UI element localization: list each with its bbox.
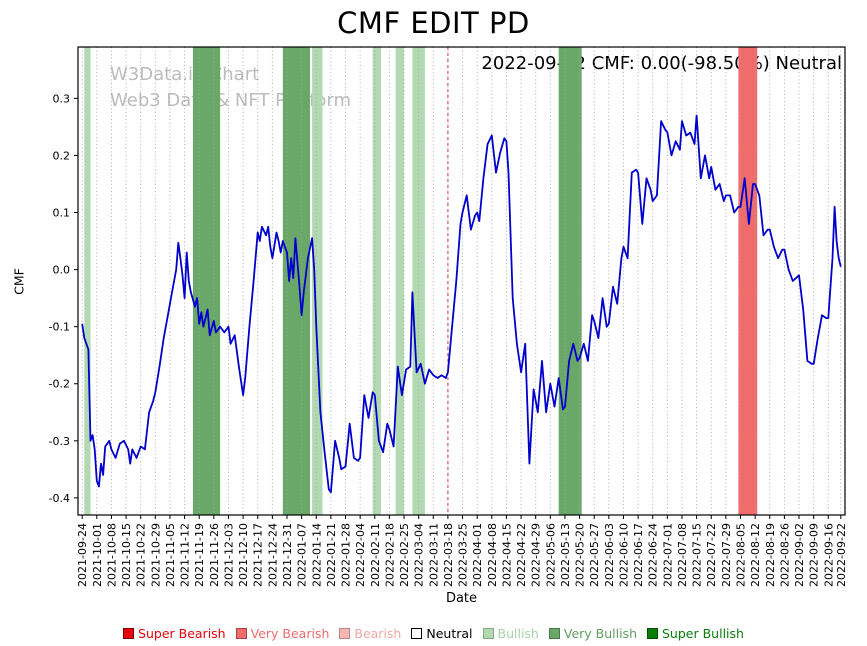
y-tick-label: 0.0 [53, 264, 71, 277]
x-tick-label: 2022-06-03 [603, 523, 616, 587]
x-tick-label: 2022-09-16 [822, 523, 835, 587]
x-tick-label: 2021-10-22 [135, 523, 148, 587]
legend-swatch [548, 628, 560, 639]
x-tick-label: 2021-11-12 [179, 523, 192, 587]
watermark-line1: W3Data.io Chart [110, 64, 260, 85]
x-tick-label: 2022-06-10 [617, 523, 630, 587]
x-tick-label: 2022-08-05 [735, 523, 748, 587]
x-tick-label: 2022-03-04 [413, 523, 426, 587]
band-bullish [312, 47, 323, 515]
x-tick-label: 2022-03-18 [442, 523, 455, 587]
x-tick-label: 2022-05-06 [544, 523, 557, 587]
legend-swatch [411, 628, 423, 639]
legend-label: Very Bearish [250, 626, 330, 641]
x-tick-label: 2022-01-07 [296, 523, 309, 587]
band-bullish [84, 47, 91, 515]
x-tick-label: 2022-04-22 [515, 523, 528, 587]
legend-item-super-bullish: Super Bullish [647, 626, 744, 641]
x-tick-label: 2022-04-08 [486, 523, 499, 587]
x-tick-label: 2021-11-26 [208, 523, 221, 587]
legend-label: Bullish [497, 626, 539, 641]
x-tick-label: 2022-04-29 [530, 523, 543, 587]
x-tick-label: 2022-06-24 [647, 523, 660, 587]
y-tick-label: -0.4 [49, 492, 70, 505]
y-axis-label: CMF [11, 268, 27, 295]
x-tick-label: 2021-10-29 [149, 523, 162, 587]
x-tick-label: 2022-05-27 [588, 523, 601, 587]
legend-item-bullish: Bullish [482, 626, 539, 641]
y-tick-label: -0.2 [49, 378, 70, 391]
legend-label: Super Bearish [138, 626, 226, 641]
x-tick-label: 2021-11-05 [164, 523, 177, 587]
band-very_bullish [558, 47, 582, 515]
x-tick-label: 2022-07-08 [676, 523, 689, 587]
band-bullish [395, 47, 405, 515]
x-tick-label: 2022-09-09 [808, 523, 821, 587]
x-tick-label: 2021-09-24 [76, 523, 89, 587]
legend-label: Very Bullish [563, 626, 637, 641]
x-tick-label: 2022-09-22 [835, 523, 848, 587]
legend-item-very-bearish: Very Bearish [235, 626, 330, 641]
legend-item-super-bearish: Super Bearish [123, 626, 226, 641]
x-tick-label: 2022-04-01 [471, 523, 484, 587]
x-tick-label: 2022-01-21 [325, 523, 338, 587]
cmf-line [81, 114, 842, 494]
x-tick-label: 2022-01-28 [340, 523, 353, 587]
x-tick-label: 2022-07-15 [691, 523, 704, 587]
y-tick-label: -0.1 [49, 321, 70, 334]
y-tick-label: 0.1 [53, 207, 71, 220]
x-tick-label: 2022-02-04 [354, 523, 367, 587]
legend-swatch [235, 628, 247, 639]
band-very_bullish [192, 47, 221, 515]
x-tick-label: 2022-02-25 [398, 523, 411, 587]
y-tick-label: 0.2 [53, 149, 71, 162]
x-tick-label: 2021-12-17 [252, 523, 265, 587]
x-tick-label: 2022-07-22 [705, 523, 718, 587]
plot-frame [77, 46, 846, 516]
legend-swatch [482, 628, 494, 639]
x-tick-label: 2021-12-03 [222, 523, 235, 587]
x-tick-label: 2022-06-17 [632, 523, 645, 587]
x-axis-label: Date [445, 591, 478, 606]
legend-label: Super Bullish [662, 626, 744, 641]
x-tick-label: 2021-11-19 [193, 523, 206, 587]
legend-swatch [339, 628, 351, 639]
legend-swatch [647, 628, 658, 639]
legend-label: Bearish [354, 626, 402, 641]
x-tick-label: 2022-08-19 [764, 523, 777, 587]
x-tick-label: 2022-02-18 [383, 523, 396, 587]
band-very_bearish [738, 47, 758, 515]
legend-swatch [123, 628, 135, 639]
x-tick-label: 2022-07-29 [720, 523, 733, 587]
x-tick-label: 2022-02-11 [369, 523, 382, 587]
chart-title: CMF EDIT PD [337, 6, 530, 40]
x-tick-label: 2021-10-01 [91, 523, 104, 587]
legend-item-very-bullish: Very Bullish [548, 626, 637, 641]
x-tick-label: 2022-05-20 [574, 523, 587, 587]
x-tick-label: 2021-10-08 [105, 523, 118, 587]
x-tick-label: 2022-01-14 [310, 523, 323, 587]
x-tick-label: 2022-04-15 [500, 523, 513, 587]
axes: 2021-09-24 2021-10-01 2021-10-08 2021-10-15… [49, 46, 848, 587]
band-bullish [372, 47, 382, 515]
legend-label: Neutral [426, 626, 473, 641]
legend-item-neutral: Neutral [411, 626, 473, 641]
x-tick-label: 2021-12-24 [266, 523, 279, 587]
x-tick-label: 2022-05-13 [559, 523, 572, 587]
x-tick-label: 2022-07-01 [661, 523, 674, 587]
legend: Super Bearish Very Bearish Bearish Neutral B… [0, 626, 867, 641]
legend-item-bearish: Bearish [339, 626, 401, 641]
x-tick-label: 2022-09-02 [793, 523, 806, 587]
y-tick-label: -0.3 [49, 435, 70, 448]
y-tick-label: 0.3 [53, 92, 71, 105]
x-tick-label: 2022-08-12 [749, 523, 762, 587]
cmf-plot-canvas: 2021-09-24 2021-10-01 2021-10-08 2021-10-15… [49, 46, 848, 587]
x-tick-label: 2021-12-31 [281, 523, 294, 587]
x-tick-label: 2021-12-10 [237, 523, 250, 587]
x-tick-label: 2022-03-11 [427, 523, 440, 587]
x-tick-label: 2022-08-26 [778, 523, 791, 587]
x-tick-label: 2022-03-25 [457, 523, 470, 587]
x-tick-label: 2021-10-15 [120, 523, 133, 587]
